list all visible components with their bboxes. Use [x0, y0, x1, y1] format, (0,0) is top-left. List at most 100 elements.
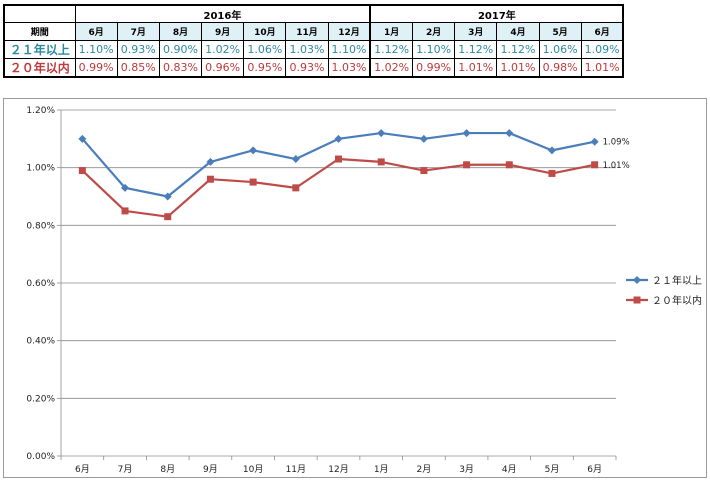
data-point-square	[420, 167, 428, 175]
month-header: 6月	[580, 22, 625, 41]
y-tick-label: 0.60%	[26, 279, 55, 289]
month-header: 5月	[538, 22, 582, 41]
table-cell: 1.10%	[74, 40, 118, 59]
table-cell: 1.12%	[454, 40, 498, 59]
y-tick-label: 0.20%	[26, 394, 55, 404]
month-header: 7月	[116, 22, 160, 41]
data-point-diamond	[121, 183, 130, 192]
chart-svg: 0.00% 0.20% 0.40% 0.60% 0.80% 1.00% 1.20% 6月 7月 8…	[26, 106, 702, 475]
data-point-diamond	[334, 134, 343, 143]
table-cell: 0.85%	[116, 58, 160, 78]
x-tick-label: 2月	[417, 464, 432, 475]
data-point-square	[335, 155, 342, 163]
table-row: ２１年以上 1.10% 0.93% 0.90% 1.02% 1.06% 1.03% 1.10%…	[3, 40, 625, 59]
month-header: 1月	[369, 22, 414, 41]
x-tick-label: 7月	[118, 464, 133, 475]
data-point-square	[78, 167, 86, 175]
table-cell: 0.83%	[158, 58, 203, 78]
table-cell: 1.12%	[369, 40, 414, 59]
x-tick-label: 1月	[374, 464, 389, 475]
x-tick-label: 12月	[328, 464, 348, 475]
period-label: 期間	[3, 22, 76, 41]
table-cell: 1.03%	[327, 58, 371, 78]
rate-table: 2016年 2017年 期間 6月 7月 8月 9月 10月 11月 12月 1月 2月 3月 4月 5月 6…	[3, 4, 625, 78]
x-tick-label: 4月	[502, 464, 517, 475]
table-cell: 1.12%	[496, 40, 540, 59]
x-tick-label: 10月	[243, 464, 263, 475]
data-point-square	[164, 213, 172, 221]
table-cell: 1.09%	[580, 40, 625, 59]
table-cell: 0.96%	[201, 58, 245, 78]
end-value-label: 1.01%	[603, 161, 630, 171]
x-tick-label: 5月	[545, 464, 560, 475]
table-cell: 0.98%	[538, 58, 582, 78]
year-header: 2016年	[74, 4, 371, 23]
data-point-square	[292, 184, 300, 192]
data-point-diamond	[505, 129, 514, 138]
month-header: 12月	[327, 22, 371, 41]
x-tick-label: 9月	[203, 464, 218, 475]
table-cell: 1.06%	[538, 40, 582, 59]
data-point-square	[206, 175, 214, 183]
table-cell: 0.99%	[411, 58, 456, 78]
y-tick-label: 0.00%	[26, 452, 55, 462]
x-tick-label: 6月	[587, 464, 602, 475]
data-point-square	[463, 161, 471, 169]
x-tick-label: 3月	[459, 464, 474, 475]
legend-marker-square	[633, 296, 641, 304]
data-point-diamond	[590, 137, 599, 146]
table-cell: 0.95%	[243, 58, 287, 78]
data-point-square	[591, 161, 599, 169]
table-corner-cell	[3, 4, 76, 23]
table-cell: 0.99%	[74, 58, 118, 78]
table-cell: 0.93%	[116, 40, 160, 59]
y-tick-label: 1.00%	[26, 164, 55, 174]
table-cell: 1.02%	[369, 58, 414, 78]
month-header: 3月	[454, 22, 498, 41]
year-header: 2017年	[369, 4, 625, 23]
y-tick-label: 0.40%	[26, 337, 55, 347]
data-point-diamond	[291, 155, 300, 164]
x-tick-label: 11月	[286, 464, 306, 475]
table-row: ２０年以内 0.99% 0.85% 0.83% 0.96% 0.95% 0.93% 1.03%…	[3, 58, 625, 78]
data-point-square	[249, 178, 257, 186]
month-header: 2月	[411, 22, 456, 41]
x-tick-label: 8月	[160, 464, 175, 475]
table-cell: 0.90%	[158, 40, 203, 59]
row-label: ２１年以上	[3, 40, 76, 59]
data-point-diamond	[206, 157, 215, 166]
month-header: 8月	[158, 22, 203, 41]
table-cell: 0.93%	[285, 58, 329, 78]
data-point-diamond	[547, 146, 556, 155]
table-cell: 1.01%	[454, 58, 498, 78]
legend-label: ２１年以上	[652, 274, 702, 287]
month-header: 4月	[496, 22, 540, 41]
data-point-square	[121, 207, 129, 215]
table-cell: 1.03%	[285, 40, 329, 59]
data-point-square	[548, 169, 556, 177]
data-point-diamond	[419, 134, 428, 143]
end-value-label: 1.09%	[603, 138, 630, 148]
table-cell: 1.01%	[496, 58, 540, 78]
data-point-square	[505, 161, 513, 169]
y-tick-label: 0.80%	[26, 221, 55, 231]
table-cell: 1.10%	[327, 40, 371, 59]
y-tick-label: 1.20%	[26, 106, 55, 116]
table-cell: 1.06%	[243, 40, 287, 59]
row-label: ２０年以内	[3, 58, 76, 78]
x-tick-label: 6月	[75, 464, 90, 475]
data-point-diamond	[377, 129, 386, 138]
line-chart: 0.00% 0.20% 0.40% 0.60% 0.80% 1.00% 1.20% 6月 7月 8…	[3, 98, 707, 478]
legend-marker-diamond	[633, 276, 641, 284]
data-point-diamond	[249, 146, 258, 155]
month-header: 9月	[201, 22, 245, 41]
data-point-diamond	[163, 192, 172, 201]
table-cell: 1.10%	[411, 40, 456, 59]
data-point-diamond	[462, 129, 471, 138]
data-point-square	[377, 158, 385, 166]
month-header: 6月	[74, 22, 118, 41]
legend-label: ２０年以内	[652, 294, 702, 307]
table-cell: 1.01%	[580, 58, 625, 78]
table-cell: 1.02%	[201, 40, 245, 59]
month-header: 11月	[285, 22, 329, 41]
